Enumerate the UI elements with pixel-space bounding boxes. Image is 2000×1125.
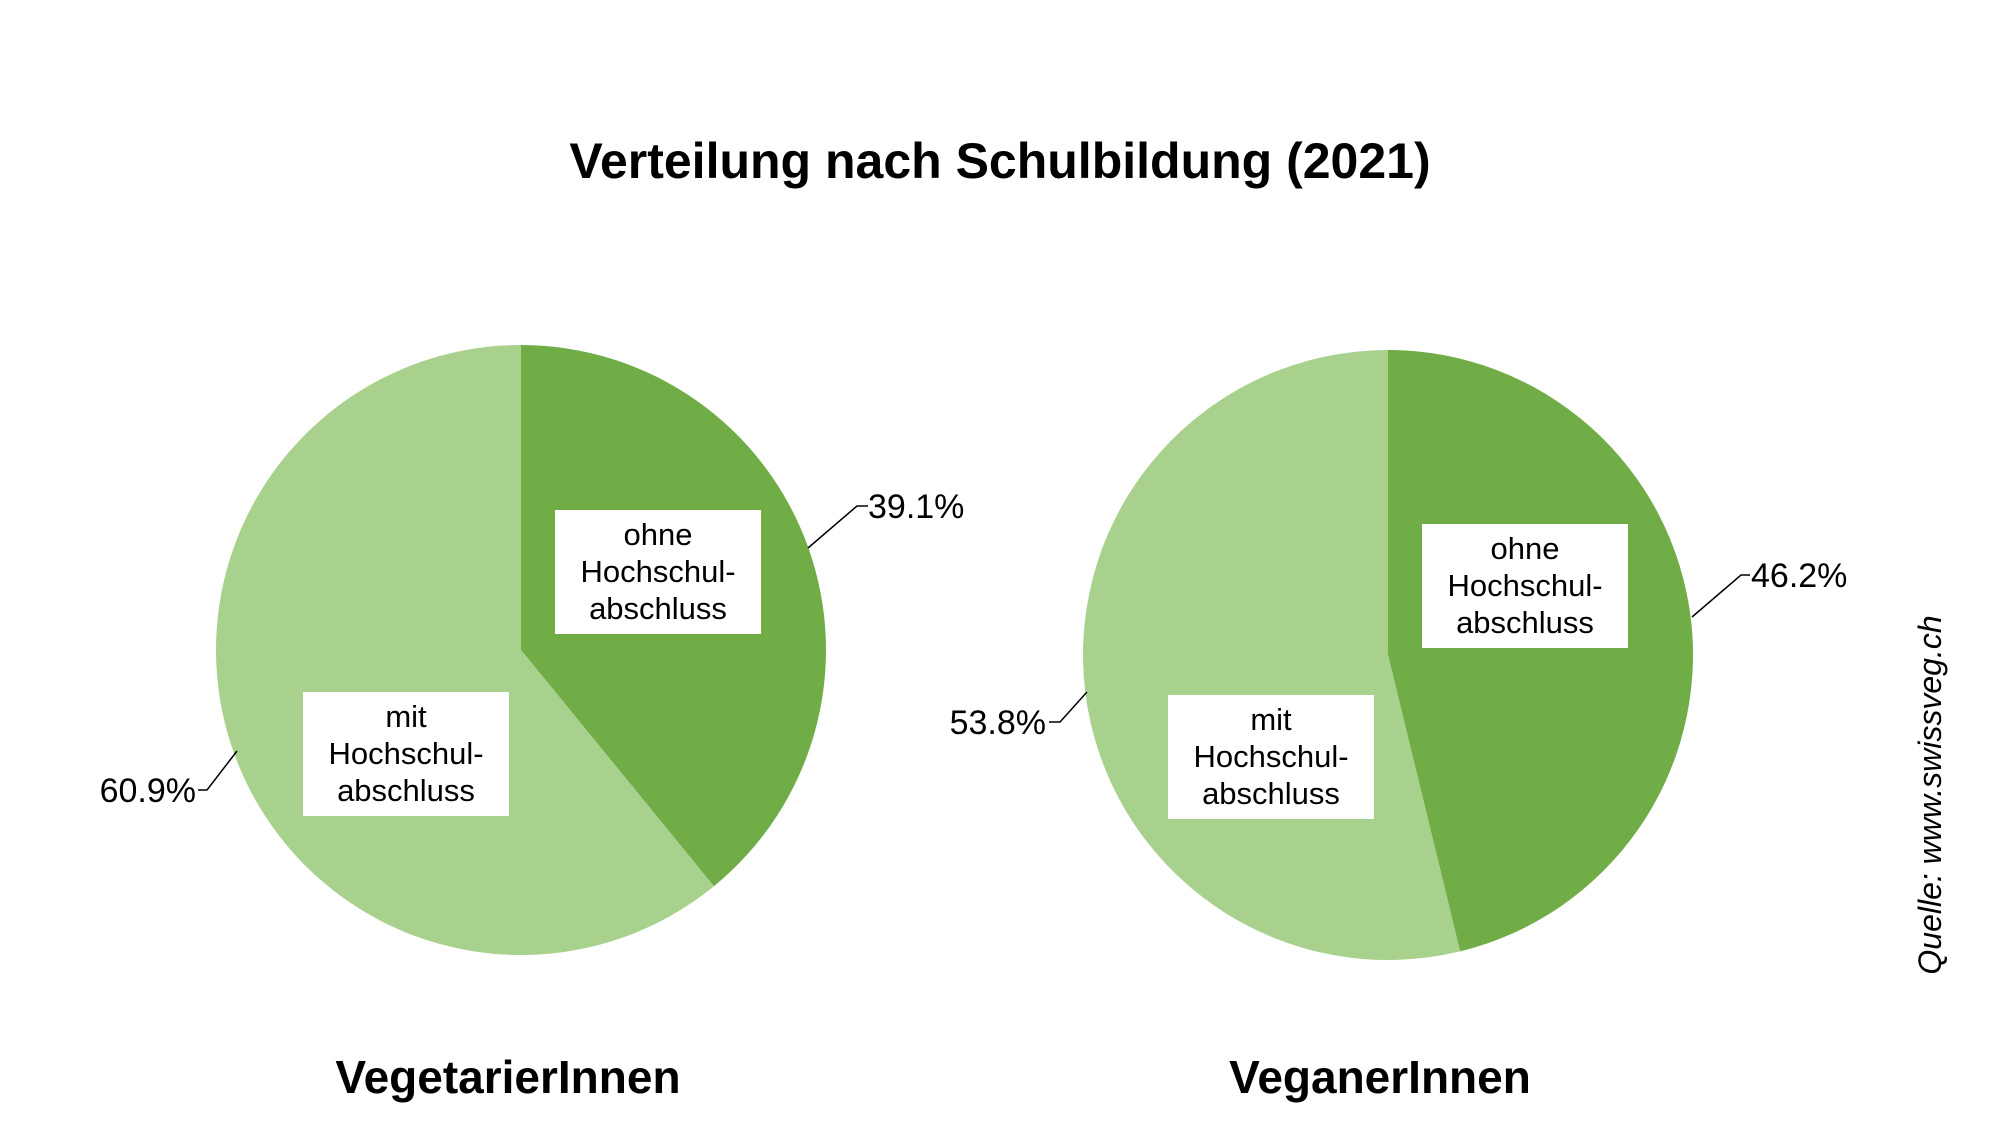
leader-line: [1691, 574, 1750, 618]
data-label: 46.2%: [1751, 557, 1847, 595]
leader-line: [198, 750, 238, 791]
chart-title: Verteilung nach Schulbildung (2021): [569, 133, 1430, 189]
pie-vegetarians: ohne Hochschul-abschluss 39.1% mit Hochschul…: [100, 345, 964, 955]
slice-label: ohne Hochschul-abschluss: [1447, 531, 1602, 640]
slice-label: mit Hochschul-abschluss: [1193, 702, 1348, 811]
slice-label: mit Hochschul-abschluss: [328, 699, 483, 808]
leader-line: [1049, 691, 1088, 723]
slice-label-box: [555, 510, 761, 634]
slice-label: ohne Hochschul-abschluss: [580, 517, 735, 626]
pie-subtitle-vegetarians: VegetarierInnen: [335, 1051, 680, 1103]
data-label: 53.8%: [950, 704, 1046, 742]
slice-label-box: [1422, 524, 1628, 648]
pie-subtitle-vegans: VeganerInnen: [1229, 1051, 1531, 1103]
pie-slice: [1388, 350, 1693, 952]
data-label: 39.1%: [868, 488, 964, 526]
source-note: Quelle: www.swissveg.ch: [1912, 615, 1948, 974]
data-label: 60.9%: [100, 772, 196, 810]
slice-label-box: [1168, 695, 1374, 819]
pie-vegans: ohne Hochschul-abschluss 46.2% mit Hochschul…: [950, 350, 1847, 960]
slice-label-box: [303, 692, 509, 816]
leader-line: [807, 505, 868, 549]
